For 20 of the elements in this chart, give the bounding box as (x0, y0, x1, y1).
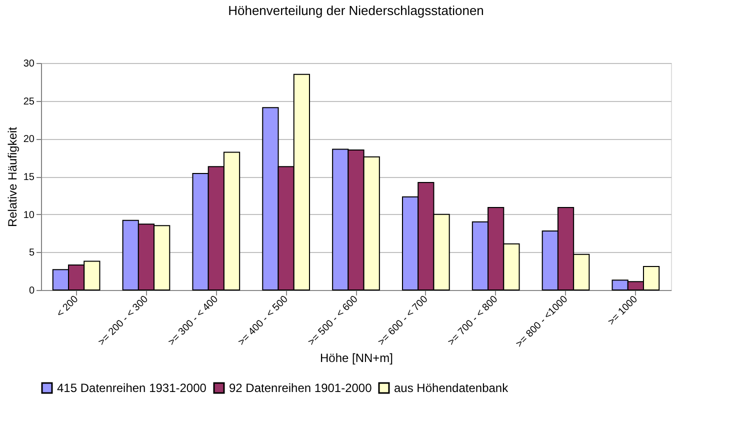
y-tick-label: 25 (23, 96, 35, 108)
x-tick-label: >= 500 - < 600 (306, 294, 361, 348)
y-tick-label: 30 (23, 58, 35, 70)
y-tick-label: 0 (28, 286, 35, 296)
x-tick-label: >= 300 - < 400 (166, 294, 221, 348)
chart-title: Höhenverteilung der Niederschlagsstationen (228, 3, 484, 18)
y-tick-label: 20 (23, 134, 35, 146)
legend-label: 415 Datenreihen 1931-2000 (57, 381, 207, 395)
y-tick-label: 15 (23, 172, 35, 183)
x-tick-label: >= 400 - < 500 (236, 294, 291, 348)
legend-label: 92 Datenreihen 1901-2000 (229, 381, 372, 395)
x-tick-label: >= 600 - < 700 (376, 294, 430, 348)
y-axis-title: Relative Häufigkeit (5, 126, 20, 228)
y-tick-label: 10 (23, 210, 35, 221)
x-tick-label: < 200 (54, 294, 81, 320)
x-tick-label: >= 700 - < 800 (446, 294, 500, 348)
y-tick-label: 5 (28, 248, 35, 259)
legend-label: aus Höhendatenbank (394, 381, 510, 395)
x-tick-label: >= 200 - < 300 (96, 294, 151, 348)
x-axis-title: Höhe [NN+m] (320, 351, 394, 366)
